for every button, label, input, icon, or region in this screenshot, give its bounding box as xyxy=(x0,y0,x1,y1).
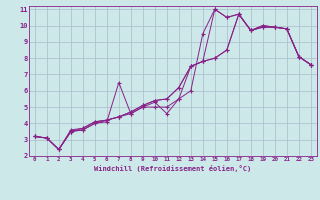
X-axis label: Windchill (Refroidissement éolien,°C): Windchill (Refroidissement éolien,°C) xyxy=(94,165,252,172)
